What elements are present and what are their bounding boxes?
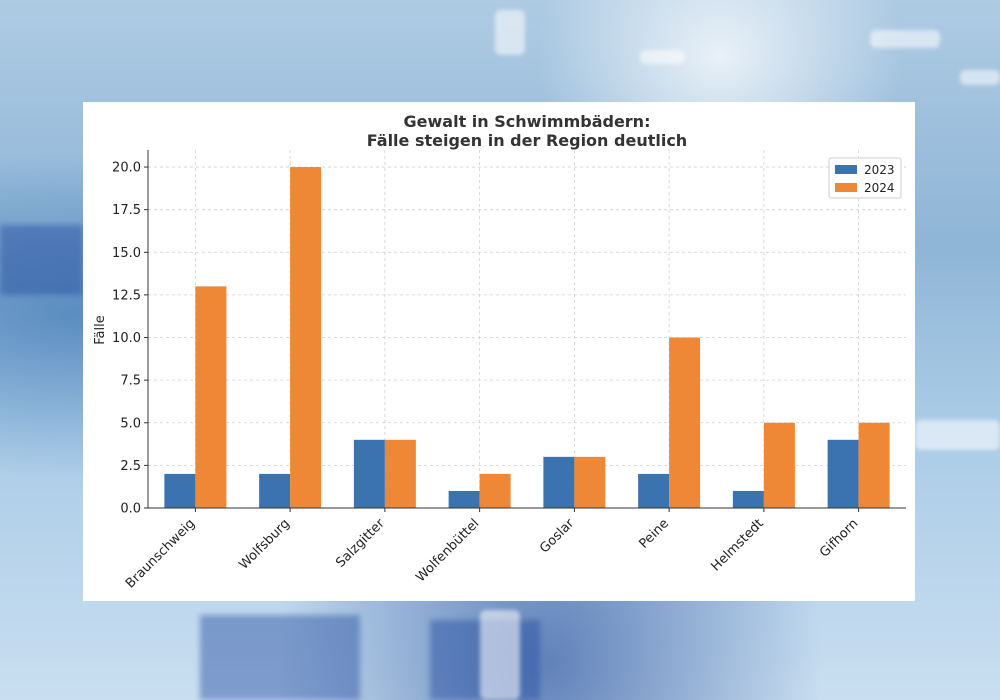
background-light-5 (480, 610, 520, 700)
background-light-1 (495, 10, 525, 55)
legend-label-2023: 2023 (864, 163, 895, 177)
background-light-4 (640, 50, 685, 64)
x-tick-label: Helmstedt (709, 516, 767, 574)
chart-card: Gewalt in Schwimmbädern: Fälle steigen i… (83, 102, 915, 601)
bar-2024-wolfenbüttel (479, 473, 511, 508)
legend: 2023 2024 (828, 157, 902, 199)
bar-chart: Gewalt in Schwimmbädern: Fälle steigen i… (93, 112, 906, 591)
y-tick-label: 2.5 (120, 459, 141, 474)
background-light-6 (915, 420, 1000, 450)
x-tick-label: Wolfenbüttel (413, 516, 482, 585)
x-tick-label: Wolfsburg (236, 516, 292, 572)
bar-2023-salzgitter (353, 439, 385, 508)
bar-2024-peine (669, 337, 701, 508)
y-tick-label: 5.0 (120, 416, 141, 431)
background-lane-2 (200, 615, 360, 700)
legend-label-2024: 2024 (864, 181, 895, 195)
bar-2023-wolfenbüttel (448, 490, 480, 508)
background-lane-1 (0, 225, 83, 295)
y-axis-label: Fälle (93, 315, 108, 344)
legend-swatch-2024 (835, 183, 857, 192)
bar-2024-salzgitter (384, 439, 416, 508)
bar-2024-wolfsburg (290, 167, 322, 509)
bar-2023-peine (638, 473, 670, 508)
bar-2024-braunschweig (195, 286, 227, 508)
chart-title-line-2: Fälle steigen in der Region deutlich (367, 131, 687, 150)
bar-2024-helmstedt (763, 422, 795, 508)
bar-2024-goslar (574, 456, 606, 508)
y-tick-label: 10.0 (112, 331, 141, 346)
chart-title-line-1: Gewalt in Schwimmbädern: (404, 112, 651, 131)
x-tick-label: Gifhorn (817, 516, 861, 560)
x-tick-label: Braunschweig (123, 516, 198, 591)
y-tick-label: 20.0 (112, 161, 141, 176)
background-light-2 (870, 30, 940, 48)
bar-2024-gifhorn (858, 422, 890, 508)
y-tick-label: 12.5 (112, 288, 141, 303)
x-tick-label: Salzgitter (333, 516, 388, 571)
x-tick-label: Peine (636, 516, 672, 552)
y-tick-label: 15.0 (112, 246, 141, 261)
y-tick-label: 0.0 (120, 502, 141, 517)
x-tick-label: Goslar (537, 516, 578, 557)
bar-2023-helmstedt (732, 490, 764, 508)
legend-swatch-2023 (835, 165, 857, 174)
bar-2023-goslar (543, 456, 575, 508)
y-tick-label: 17.5 (112, 203, 141, 218)
bar-2023-wolfsburg (259, 473, 291, 508)
background-light-3 (960, 70, 1000, 85)
bar-2023-gifhorn (827, 439, 859, 508)
bar-2023-braunschweig (164, 473, 196, 508)
y-tick-label: 7.5 (120, 374, 141, 389)
